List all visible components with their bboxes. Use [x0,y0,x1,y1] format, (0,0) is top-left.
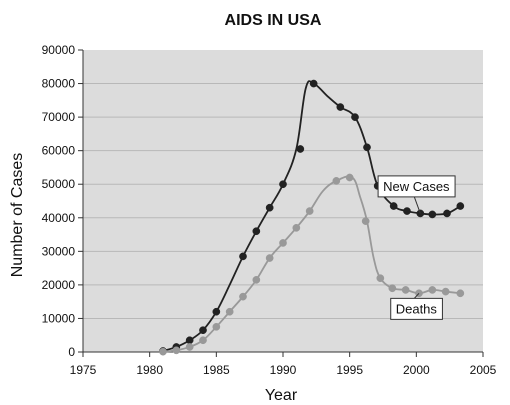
point-new-cases-13 [363,143,371,152]
point-new-cases-19 [443,209,451,218]
y-tick-label-6: 60000 [42,144,76,158]
point-new-cases-12 [351,113,359,121]
y-tick-label-1: 10000 [42,311,76,325]
x-tick-label-2: 1985 [203,363,230,377]
point-new-cases-3 [199,326,207,335]
y-tick-label-7: 70000 [42,110,76,124]
point-new-cases-11 [336,103,345,111]
point-deaths-6 [239,292,247,301]
point-deaths-11 [305,207,314,215]
series-deaths [159,173,465,356]
point-deaths-13 [345,173,354,182]
point-deaths-8 [265,254,274,262]
callout-new-cases: New Cases [377,175,456,214]
point-deaths-14 [361,217,370,225]
y-tick-label-2: 20000 [42,278,76,292]
grid-lines [83,83,483,319]
callout-box-new-cases [377,175,456,198]
y-tick-label-3: 30000 [42,244,76,258]
x-tick-label-1: 1980 [136,363,163,377]
point-deaths-16 [388,284,397,293]
y-axis-title: Number of Cases [9,153,26,278]
point-deaths-20 [441,287,450,296]
point-deaths-12 [332,177,341,185]
x-tick-label-6: 2005 [470,363,497,377]
point-new-cases-10 [309,79,318,88]
y-tick-label-8: 80000 [42,77,76,91]
point-new-cases-7 [265,203,274,212]
chart-title: AIDS IN USA [225,12,322,29]
callout-deaths: Deaths [390,292,443,320]
point-new-cases-20 [456,202,465,210]
callout-label-deaths: Deaths [396,301,438,316]
series-callouts: New Cases Deaths [377,175,456,320]
x-tick-label-5: 2000 [403,363,430,377]
point-deaths-3 [199,336,207,345]
point-new-cases-2 [185,336,194,345]
x-axis-title: Year [265,387,298,404]
point-deaths-10 [292,223,301,232]
point-deaths-4 [212,322,221,331]
point-deaths-15 [376,274,385,283]
point-deaths-1 [172,346,181,355]
point-new-cases-5 [239,252,247,261]
point-new-cases-4 [212,307,221,316]
y-tick-label-9: 90000 [42,43,76,57]
callout-leader-deaths [413,292,420,299]
callout-label-new-cases: New Cases [383,179,450,194]
point-deaths-17 [401,286,410,294]
y-tick-label-4: 40000 [42,211,76,225]
point-deaths-5 [225,307,234,316]
x-axis-ticks: 1975 1980 1985 1990 1995 2000 2005 [70,352,497,377]
point-deaths-7 [252,276,261,284]
callout-box-deaths [390,297,443,320]
point-new-cases-9 [296,145,305,153]
point-deaths-21 [456,289,465,298]
point-new-cases-6 [252,227,261,236]
y-tick-label-5: 50000 [42,177,76,191]
point-new-cases-8 [279,180,287,189]
y-axis-ticks: 0 10000 20000 30000 40000 50000 60000 70000 8000… [42,43,83,359]
x-tick-label-3: 1990 [270,363,297,377]
point-deaths-2 [185,343,194,351]
point-new-cases-18 [428,210,437,219]
callout-leader-new-cases [413,196,421,214]
point-deaths-19 [428,286,437,294]
point-deaths-9 [279,239,287,247]
point-deaths-0 [159,347,167,356]
point-new-cases-16 [403,207,411,215]
x-tick-label-4: 1995 [336,363,363,377]
x-tick-label-0: 1975 [70,363,97,377]
y-tick-label-0: 0 [68,345,75,359]
point-new-cases-15 [389,202,398,210]
